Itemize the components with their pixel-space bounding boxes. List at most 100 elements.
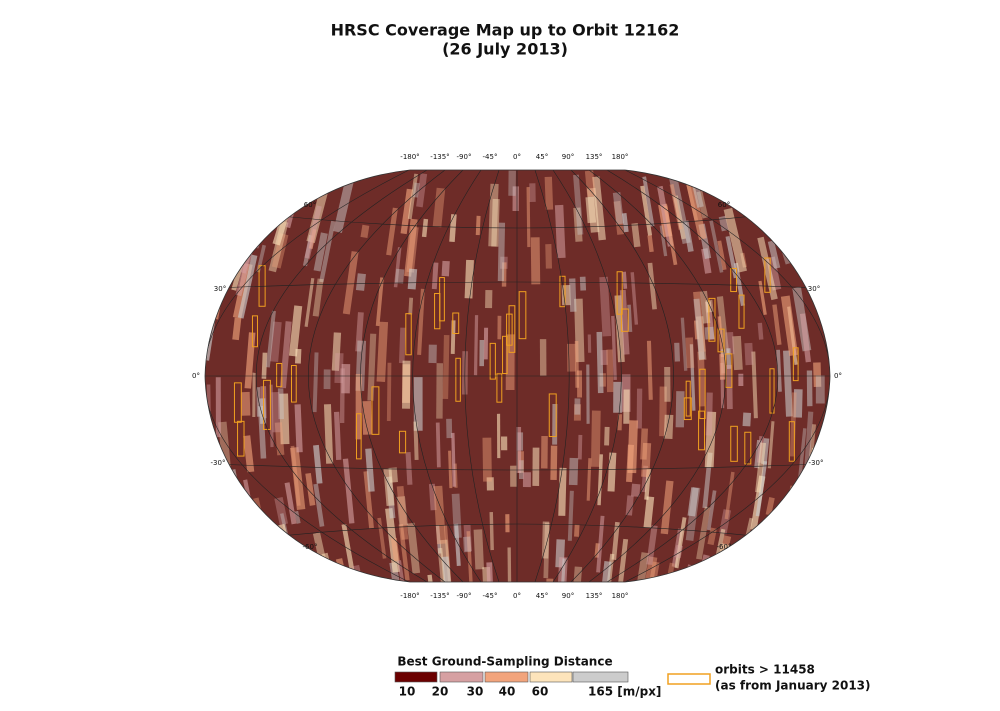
coverage-strip [355,374,362,440]
coverage-strip [294,404,303,453]
coverage-strip [647,262,657,310]
new-orbit-outline [548,393,557,438]
legend: Best Ground-Sampling Distance 10 20 30 40 60… [394,655,871,699]
new-orbit-outline [263,379,271,430]
new-orbit-outline [559,275,566,308]
new-orbit-outline [291,364,297,403]
coverage-strip [342,458,355,524]
coverage-strip [251,170,279,229]
new-orbit-outline [698,410,706,451]
legend-swatch [529,671,573,683]
coverage-strip [442,334,450,399]
coverage-strip [526,187,531,248]
coverage-strip [627,420,638,474]
coverage-strip [428,483,437,511]
coverage-strip [231,494,239,508]
coverage-strip [404,218,418,277]
coverage-strip [417,288,425,356]
coverage-strip [432,187,446,228]
coverage-strip [226,171,246,212]
coverage-strip [713,574,735,582]
coverage-strip [742,412,752,427]
coverage-strip [222,246,235,283]
latitude-label: -60° [717,543,732,551]
new-orbit-outline [251,315,258,348]
legend-swatch [572,671,629,683]
coverage-strip [464,259,474,299]
new-orbit-outline [398,430,407,454]
coverage-strip [613,200,625,235]
coverage-strip [342,251,359,315]
coverage-strip [799,313,812,363]
new-orbit-outline [744,431,752,465]
coverage-strip [365,448,375,492]
coverage-strip [606,349,614,393]
meridian [552,170,622,582]
longitude-label: -180° [400,153,419,161]
coverage-strip [271,392,281,433]
new-orbit-outline [708,297,716,342]
coverage-strip [659,225,668,257]
coverage-strip [288,305,303,357]
coverage-strip [797,428,807,485]
coverage-strip [816,260,828,284]
coverage-strip [210,469,224,502]
coverage-strip [473,315,479,376]
coverage-strip [767,240,781,269]
coverage-strip [792,234,805,267]
coverage-strip [413,377,423,431]
coverage-strip [574,524,580,537]
coverage-strip [587,334,592,353]
coverage-strip [277,388,284,420]
coverage-strip [341,364,351,394]
coverage-strip [441,260,450,277]
new-orbit-outline [620,308,629,332]
new-orbit-outline [434,293,441,330]
longitude-label: -45° [483,592,498,600]
coverage-strip [747,523,767,582]
longitude-label: 90° [562,153,574,161]
latitude-label: -30° [809,459,824,467]
coverage-strip [685,486,701,541]
orbits-label: (as from January 2013) [715,679,871,693]
coverage-strip [732,335,743,371]
coverage-strip [754,439,763,469]
coverage-strip [290,447,306,510]
coverage-strip [783,350,793,417]
longitude-label: 135° [586,592,603,600]
coverage-strip [227,491,242,534]
coverage-strip [421,218,429,238]
coverage-strip [505,514,510,533]
coverage-strip [376,321,389,382]
coverage-strip [312,352,319,413]
coverage-strip [363,471,374,529]
coverage-strip [258,553,271,580]
new-orbit-outline [455,357,461,402]
coverage-strip [375,277,384,327]
coverage-strip [611,315,617,380]
longitude-label: 180° [612,153,629,161]
coverage-strip [446,418,453,439]
longitude-label: -90° [457,592,472,600]
coverage-strip [719,509,732,535]
coverage-strip [596,331,604,394]
new-orbit-outline [508,305,516,353]
coverage-strip [386,207,398,256]
coverage-strip [304,205,322,259]
coverage-strip [274,422,285,456]
coverage-strip [561,285,571,306]
new-orbit-outline [730,425,738,462]
coverage-strip [630,483,641,497]
coverage-strip [428,344,437,364]
new-orbit-outline [616,271,623,315]
new-orbit-outline [356,413,362,460]
coverage-strip [673,195,687,240]
coverage-strip [279,393,290,445]
coverage-strip [541,435,548,469]
coverage-strip [617,414,623,431]
coverage-strip [757,236,778,301]
coverage-strip [279,321,292,389]
coverage-strip [333,411,342,460]
coverage-strip [586,364,590,424]
